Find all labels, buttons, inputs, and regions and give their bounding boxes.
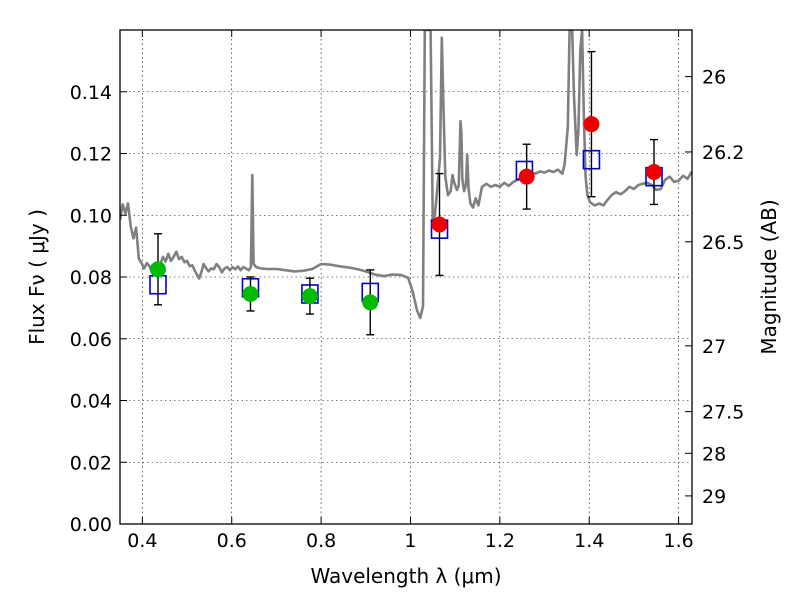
y-tick-label: 0.08 — [70, 267, 112, 289]
y-tick-label: 0.10 — [70, 205, 112, 227]
infrared-flux-point — [431, 216, 448, 233]
magnitude-tick-label: 29 — [702, 486, 726, 508]
y-tick-label: 0.04 — [70, 391, 112, 413]
y-tick-label: 0.02 — [70, 452, 112, 474]
x-tick-label: 0.6 — [217, 530, 247, 552]
y-tick-label: 0.06 — [70, 329, 112, 351]
optical-flux-point — [149, 261, 166, 278]
optical-flux-point — [301, 288, 318, 305]
y-tick-label: 0.00 — [70, 514, 112, 536]
infrared-flux-point — [518, 168, 535, 185]
optical-flux-point — [362, 294, 379, 311]
x-tick-label: 0.4 — [127, 530, 157, 552]
y-tick-label: 0.14 — [70, 82, 112, 104]
magnitude-tick-label: 27.5 — [702, 402, 744, 424]
spectrum-line — [120, 30, 692, 320]
infrared-flux-point — [646, 164, 663, 181]
x-tick-label: 1.2 — [485, 530, 515, 552]
x-tick-label: 1.6 — [663, 530, 693, 552]
magnitude-tick-label: 28 — [702, 443, 726, 465]
magnitude-tick-label: 26 — [702, 67, 726, 89]
magnitude-tick-label: 26.2 — [702, 142, 744, 164]
ticks: 0.4 0.6 0.8 1 1.2 1.4 1.6 0.00 0.02 0.04 0.06 0.08 0… — [70, 30, 744, 552]
y-axis-label: Flux Fν ( μJy ) — [25, 209, 49, 345]
plot-content — [120, 30, 692, 336]
x-tick-label: 1.4 — [574, 530, 604, 552]
x-tick-label: 0.8 — [306, 530, 336, 552]
x-axis-label: Wavelength λ (μm) — [310, 564, 501, 588]
y-axis-right-label: Magnitude (AB) — [757, 199, 781, 354]
infrared-flux-point — [583, 116, 600, 133]
magnitude-tick-label: 27 — [702, 336, 726, 358]
magnitude-tick-label: 26.5 — [702, 232, 744, 254]
x-tick-label: 1 — [404, 530, 416, 552]
optical-flux-point — [242, 285, 259, 302]
y-tick-label: 0.12 — [70, 144, 112, 166]
